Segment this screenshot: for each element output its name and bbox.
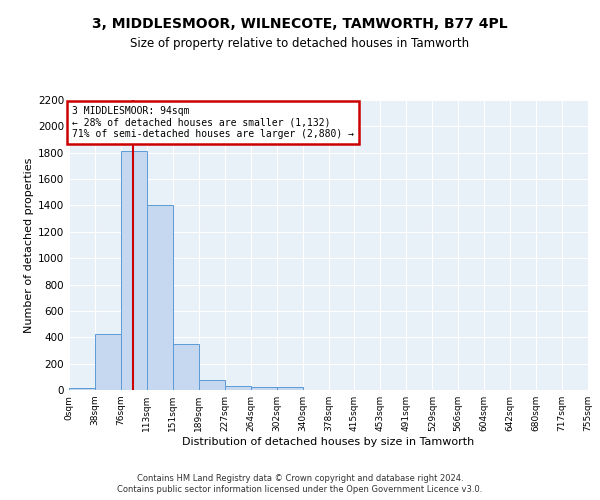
Bar (147, 206, 173, 390)
Bar (173, 344, 199, 390)
Text: Size of property relative to detached houses in Tamworth: Size of property relative to detached ho… (130, 38, 470, 51)
X-axis label: Distribution of detached houses by size in Tamworth: Distribution of detached houses by size … (182, 437, 475, 447)
Text: Contains HM Land Registry data © Crown copyright and database right 2024.
Contai: Contains HM Land Registry data © Crown c… (118, 474, 482, 494)
Bar (277, 386, 302, 390)
Bar (224, 386, 251, 390)
Bar (95, 334, 121, 390)
Y-axis label: Number of detached properties: Number of detached properties (24, 158, 34, 332)
Text: 3, MIDDLESMOOR, WILNECOTE, TAMWORTH, B77 4PL: 3, MIDDLESMOOR, WILNECOTE, TAMWORTH, B77… (92, 18, 508, 32)
Text: 3 MIDDLESMOOR: 94sqm
← 28% of detached houses are smaller (1,132)
71% of semi-de: 3 MIDDLESMOOR: 94sqm ← 28% of detached h… (72, 106, 354, 139)
Bar (121, 152, 147, 390)
Bar (199, 380, 224, 390)
Bar (251, 388, 277, 390)
Bar (69, 388, 95, 390)
